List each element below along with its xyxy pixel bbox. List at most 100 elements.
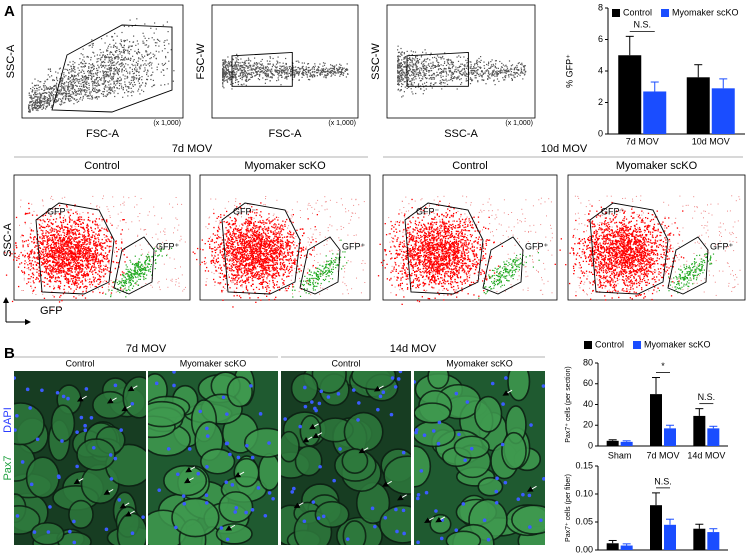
event-dot (43, 246, 45, 248)
event-dot (275, 67, 278, 69)
event-dot (500, 71, 502, 73)
event-dot (248, 78, 250, 81)
event-dot (25, 212, 27, 214)
event-dot (131, 221, 133, 223)
event-dot (13, 259, 15, 261)
event-dot (120, 65, 122, 68)
event-dot (120, 211, 122, 213)
event-dot (478, 75, 480, 77)
event-dot (513, 67, 516, 69)
event-dot (105, 65, 107, 67)
event-dot (92, 253, 94, 256)
event-dot (265, 74, 267, 76)
event-dot (280, 74, 283, 76)
event-dot (90, 69, 92, 71)
event-dot (457, 67, 459, 69)
event-dot (101, 61, 103, 63)
event-dot (61, 258, 63, 260)
event-dot (341, 73, 343, 75)
event-dot (113, 85, 115, 88)
event-dot (133, 81, 135, 83)
event-dot (77, 265, 79, 267)
event-dot (88, 282, 90, 283)
scale-note: (x 1,000) (505, 120, 533, 127)
event-dot (312, 74, 314, 76)
event-dot (129, 59, 131, 61)
event-dot (433, 74, 435, 76)
event-dot (417, 60, 419, 62)
event-dot (269, 70, 271, 72)
event-dot (138, 78, 140, 80)
event-dot (84, 267, 86, 269)
event-dot (74, 90, 76, 92)
event-dot (119, 76, 121, 78)
event-dot (57, 99, 59, 101)
event-dot (97, 81, 99, 83)
event-dot (433, 77, 436, 79)
event-dot (81, 267, 83, 270)
event-dot (47, 253, 49, 255)
event-dot (53, 252, 55, 254)
event-dot (90, 203, 92, 205)
event-dot (442, 70, 444, 72)
event-dot (436, 71, 438, 73)
event-dot (123, 254, 125, 256)
event-dot (523, 66, 525, 68)
event-dot (92, 195, 94, 197)
event-dot (88, 72, 90, 74)
event-dot (122, 250, 124, 252)
event-dot (309, 79, 311, 81)
event-dot (506, 66, 508, 68)
event-dot (68, 281, 70, 283)
event-dot (57, 266, 59, 268)
event-dot (264, 79, 267, 81)
event-dot (435, 82, 437, 84)
event-dot (73, 76, 75, 78)
event-dot (416, 67, 418, 69)
event-dot (82, 63, 84, 65)
event-dot (76, 241, 78, 243)
event-dot (78, 265, 80, 267)
event-dot (86, 272, 89, 274)
event-dot (99, 78, 101, 81)
event-dot (91, 72, 93, 74)
event-dot (87, 258, 89, 260)
event-dot (146, 40, 148, 42)
event-dot (27, 281, 30, 283)
event-dot (283, 65, 285, 67)
event-dot (473, 67, 475, 69)
event-dot (256, 71, 258, 73)
event-dot (72, 87, 74, 89)
event-dot (503, 68, 505, 70)
event-dot (42, 106, 45, 108)
event-dot (222, 69, 224, 71)
event-dot (136, 40, 138, 42)
event-dot (107, 75, 109, 77)
event-dot (222, 76, 224, 79)
event-dot (91, 75, 93, 77)
event-dot (164, 48, 166, 50)
event-dot (40, 81, 42, 83)
event-dot (35, 107, 37, 109)
event-dot (35, 99, 37, 101)
event-dot (409, 70, 411, 72)
event-dot (36, 248, 39, 250)
event-dot (117, 58, 119, 60)
event-dot (20, 236, 22, 238)
event-dot (102, 60, 104, 63)
event-dot (153, 39, 155, 41)
event-dot (61, 101, 63, 103)
event-dot (62, 231, 64, 233)
event-dot (75, 266, 77, 268)
event-dot (403, 91, 405, 93)
event-dot (151, 237, 153, 239)
event-dot (404, 56, 406, 58)
event-dot (50, 255, 53, 257)
event-dot (95, 79, 97, 81)
event-dot (60, 294, 62, 297)
event-dot (165, 57, 167, 59)
event-dot (50, 243, 53, 245)
event-dot (61, 197, 63, 199)
event-dot (64, 252, 66, 254)
event-dot (136, 70, 138, 72)
